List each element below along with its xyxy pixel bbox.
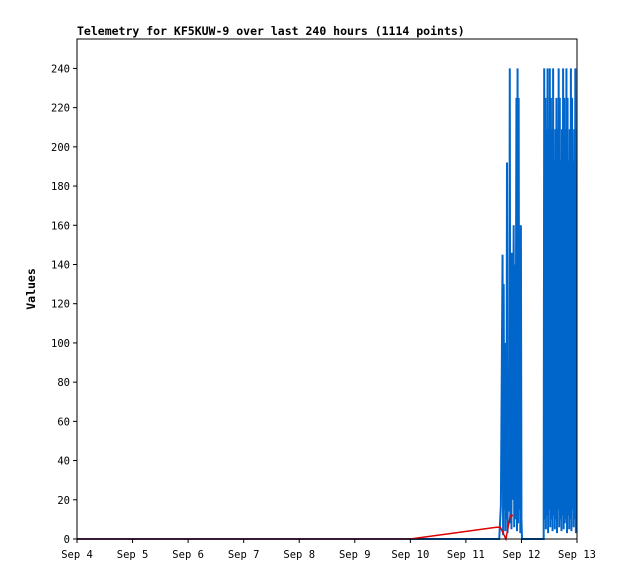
y-axis-label: Values xyxy=(24,268,38,310)
x-tick-label: Sep 12 xyxy=(502,549,540,561)
x-tick-label: Sep 9 xyxy=(339,549,371,561)
y-tick-label: 100 xyxy=(51,338,70,350)
y-axis: 0 20 40 60 80 100 120 140 160 180 200 220 240 xyxy=(51,63,77,546)
y-tick-label: 40 xyxy=(57,456,70,468)
y-tick-label: 200 xyxy=(51,142,70,154)
x-tick-label: Sep 10 xyxy=(391,549,429,561)
series-line-blue xyxy=(77,68,578,540)
y-tick-label: 240 xyxy=(51,63,70,75)
y-tick-label: 80 xyxy=(57,377,70,389)
x-tick-label: Sep 4 xyxy=(61,549,93,561)
chart-title: Telemetry for KF5KUW-9 over last 240 hou… xyxy=(77,24,465,38)
y-tick-label: 20 xyxy=(57,495,70,507)
y-tick-label: 180 xyxy=(51,181,70,193)
x-tick-label: Sep 8 xyxy=(283,549,315,561)
y-tick-label: 0 xyxy=(64,534,70,546)
y-tick-label: 220 xyxy=(51,103,70,115)
x-axis: Sep 4 Sep 5 Sep 6 Sep 7 Sep 8 Sep 9 Sep 10 Sep … xyxy=(61,539,596,561)
x-tick-label: Sep 6 xyxy=(172,549,204,561)
plot-area xyxy=(76,38,578,542)
x-tick-label: Sep 13 xyxy=(558,549,596,561)
series-group xyxy=(77,68,578,542)
x-tick-label: Sep 11 xyxy=(447,549,485,561)
x-tick-label: Sep 5 xyxy=(117,549,149,561)
plot-frame xyxy=(76,38,578,540)
series-line-red xyxy=(77,514,514,542)
x-tick-label: Sep 7 xyxy=(228,549,260,561)
y-tick-label: 160 xyxy=(51,220,70,232)
y-tick-label: 140 xyxy=(51,259,70,271)
y-tick-label: 120 xyxy=(51,299,70,311)
y-tick-label: 60 xyxy=(57,416,70,428)
